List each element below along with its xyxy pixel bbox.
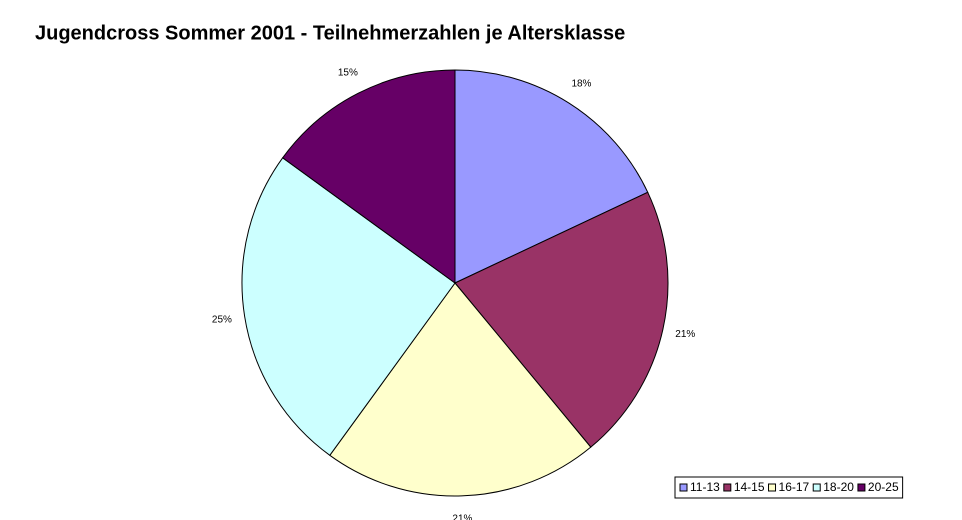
legend-label: 20-25 — [868, 480, 899, 494]
pie-slice — [454, 69, 649, 284]
data-label: 21% — [452, 514, 472, 520]
pie-slice — [454, 191, 669, 448]
legend-label: 11-13 — [690, 480, 720, 494]
pie-slice — [329, 282, 592, 497]
data-label: 15% — [338, 67, 358, 78]
legend-label: 14-15 — [734, 480, 765, 494]
legend-swatch — [857, 483, 866, 492]
legend-box — [674, 476, 904, 499]
legend: 11-13 14-15 16-17 18-20 20-25 — [674, 476, 904, 499]
pie-slice — [241, 157, 456, 457]
pie-slice — [281, 69, 456, 284]
data-label: 21% — [675, 329, 695, 340]
legend-label: 18-20 — [823, 480, 854, 494]
data-label: 18% — [571, 78, 591, 89]
legend-label: 16-17 — [779, 480, 810, 494]
legend-swatch — [812, 483, 821, 492]
data-label: 25% — [212, 315, 232, 326]
legend-swatch — [723, 483, 732, 492]
chart-title: Jugendcross Sommer 2001 - Teilnehmerzahl… — [35, 22, 625, 44]
legend-swatch — [679, 483, 688, 492]
legend-swatch — [768, 483, 777, 492]
